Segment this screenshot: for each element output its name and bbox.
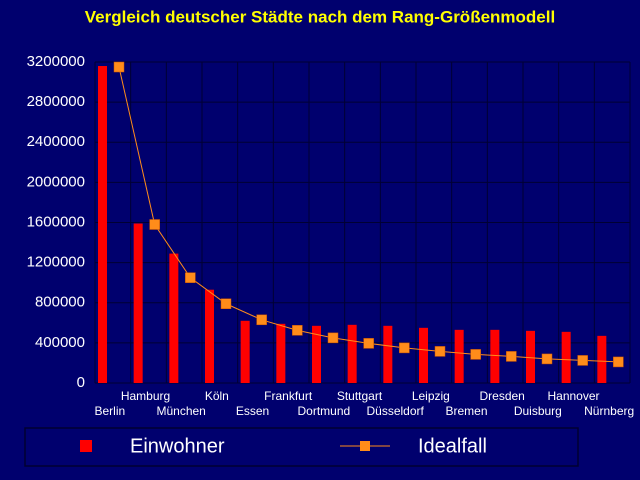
bar xyxy=(490,329,500,383)
marker xyxy=(577,355,588,366)
y-tick-label: 0 xyxy=(77,374,85,391)
marker xyxy=(613,356,624,368)
x-tick-label: Düsseldorf xyxy=(366,404,424,418)
bar xyxy=(133,223,143,383)
y-tick-label: 3200000 xyxy=(27,53,85,70)
marker xyxy=(541,353,553,365)
legend-box xyxy=(24,427,579,467)
bar xyxy=(205,289,214,383)
marker xyxy=(113,61,125,73)
y-tick-label: 2400000 xyxy=(27,133,85,150)
chart-title: Vergleich deutscher Städte nach dem Rang… xyxy=(85,7,555,26)
marker xyxy=(470,349,481,360)
marker xyxy=(363,338,374,349)
bar xyxy=(240,320,250,383)
legend-label: Einwohner xyxy=(130,435,225,457)
y-tick-label: 1600000 xyxy=(27,213,85,230)
x-tick-label: Bremen xyxy=(445,404,487,418)
marker xyxy=(256,314,267,326)
x-tick-label: Leipzig xyxy=(412,389,450,403)
marker xyxy=(185,272,196,283)
bar xyxy=(276,323,286,383)
y-tick-label: 1200000 xyxy=(27,254,85,271)
bar xyxy=(561,331,571,383)
marker xyxy=(220,298,232,310)
marker xyxy=(327,332,339,344)
x-tick-label: Hamburg xyxy=(121,389,170,403)
x-tick-label: München xyxy=(156,404,205,418)
legend-swatch xyxy=(80,440,92,452)
y-tick-label: 2000000 xyxy=(27,173,85,190)
marker xyxy=(292,325,303,336)
x-tick-label: Dresden xyxy=(479,389,524,403)
marker xyxy=(149,219,160,230)
y-tick-label: 2800000 xyxy=(27,93,85,110)
marker xyxy=(506,351,517,362)
y-tick-label: 800000 xyxy=(35,294,85,311)
bar xyxy=(419,327,428,383)
marker xyxy=(434,346,446,357)
x-tick-label: Hannover xyxy=(547,389,599,403)
y-tick-label: 400000 xyxy=(35,334,85,351)
x-tick-label: Frankfurt xyxy=(264,389,313,403)
x-tick-label: Nürnberg xyxy=(584,404,634,418)
bar xyxy=(312,325,321,383)
x-tick-label: Essen xyxy=(236,404,269,418)
x-tick-label: Stuttgart xyxy=(337,389,383,403)
marker xyxy=(399,342,410,354)
x-tick-label: Dortmund xyxy=(297,404,350,418)
bar xyxy=(383,325,393,383)
legend-marker xyxy=(360,441,370,451)
bar xyxy=(597,335,607,383)
bar xyxy=(526,330,535,383)
x-tick-label: Köln xyxy=(205,389,229,403)
x-tick-label: Duisburg xyxy=(514,404,562,418)
bar xyxy=(347,324,357,383)
x-tick-label: Berlin xyxy=(94,404,125,418)
legend-label: Idealfall xyxy=(418,435,487,457)
bar xyxy=(98,66,107,383)
bar xyxy=(169,253,179,383)
bar xyxy=(454,329,464,383)
